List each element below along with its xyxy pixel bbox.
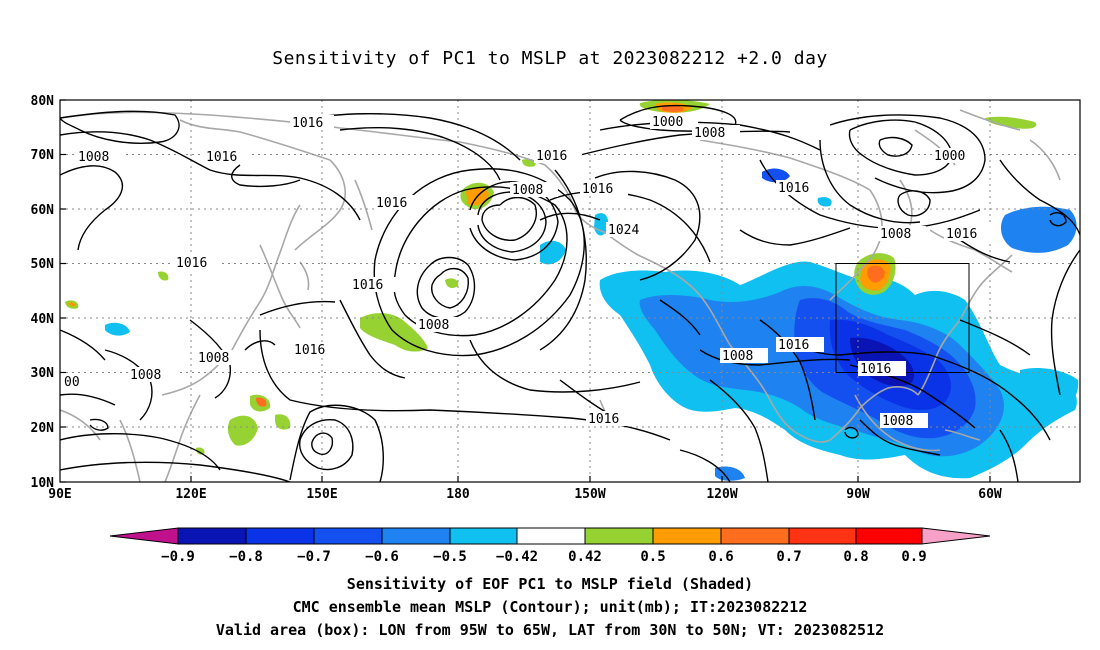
lon-label-180: 180 [446,487,470,502]
lon-label-60w: 60W [978,487,1002,502]
lon-label-90w: 90W [846,487,870,502]
contour-label: 1016 [176,256,207,271]
colorbar-segment [788,527,857,545]
lon-label-120w: 120W [706,487,737,502]
colorbar-segment [313,527,383,545]
plot-title: Sensitivity of PC1 to MSLP at 2023082212… [272,48,828,69]
lon-label-90e: 90E [48,487,71,502]
colorbar-label: −0.42 [496,549,538,565]
contour-label: 1016 [778,181,809,196]
caption-valid-area: Valid area (box): LON from 95W to 65W, L… [215,621,885,639]
caption-shaded: Sensitivity of EOF PC1 to MSLP field (Sh… [346,575,754,593]
lat-label-50n: 50N [31,257,55,272]
contour-label: 1016 [292,116,323,131]
colorbar-label: 0.7 [776,549,801,565]
colorbar-label: −0.6 [365,549,399,565]
contour-label: 1008 [78,150,109,165]
contour-label: 1024 [608,223,639,238]
longitude-labels: 90E 120E 150E 180 150W 120W 90W 60W [48,487,1002,502]
lat-label-80n: 80N [31,94,55,109]
colorbar-label: −0.7 [297,549,331,565]
contour-label: 1016 [536,149,567,164]
colorbar-segment [584,527,654,545]
colorbar: −0.9 −0.8 −0.7 −0.6 −0.5 −0.42 0.42 0.5 … [109,527,991,565]
colorbar-label: 0.8 [843,549,868,565]
contour-label: 1008 [130,368,161,383]
sensitivity-shading [65,100,1079,481]
colorbar-segment [449,527,518,545]
colorbar-label: 0.9 [901,549,926,565]
colorbar-label: 0.5 [640,549,665,565]
colorbar-segment [652,527,722,545]
mslp-contours [60,104,1080,482]
latitude-labels: 80N 70N 60N 50N 40N 30N 20N 10N [31,94,55,491]
contour-label: 1008 [198,351,229,366]
colorbar-label: 0.6 [708,549,733,565]
lat-label-40n: 40N [31,312,55,327]
lat-label-20n: 20N [31,421,55,436]
lon-label-150e: 150E [306,487,337,502]
lon-label-120e: 120E [175,487,206,502]
contour-label-group: 1016 1008 1016 1016 1016 1016 1008 1016 … [64,115,978,429]
contour-label: 1008 [882,414,913,429]
contour-label: 00 [64,375,80,390]
map-frame [59,99,1081,483]
colorbar-segment [245,527,315,545]
contour-label: 1016 [206,150,237,165]
colorbar-segment [516,527,586,545]
contour-label: 1016 [582,182,613,197]
caption-contour: CMC ensemble mean MSLP (Contour); unit(m… [292,598,808,616]
colorbar-label: −0.9 [161,549,195,565]
colorbar-label: −0.8 [229,549,263,565]
lat-label-10n: 10N [31,476,55,491]
colorbar-label: −0.5 [433,549,467,565]
colorbar-left-arrow [109,527,179,545]
contour-label: 1000 [934,149,965,164]
contour-label: 1016 [352,278,383,293]
colorbar-label: 0.42 [568,549,602,565]
colorbar-segment [855,527,923,545]
contour-label: 1016 [588,412,619,427]
contour-label: 1008 [512,183,543,198]
contour-label: 1016 [778,338,809,353]
lat-label-70n: 70N [31,148,55,163]
contour-label: 1016 [376,196,407,211]
contour-label: 1008 [694,126,725,141]
lat-label-30n: 30N [31,366,55,381]
contour-label: 1000 [652,115,683,130]
contour-label: 1016 [294,343,325,358]
contour-label: 1016 [946,227,977,242]
contour-label: 1016 [860,362,891,377]
colorbar-segment [381,527,451,545]
colorbar-segment [720,527,790,545]
colorbar-segment [177,527,247,545]
contour-label: 1008 [722,349,753,364]
contour-label: 1008 [880,227,911,242]
lon-label-150w: 150W [574,487,605,502]
contour-label: 1008 [418,318,449,333]
axis-ticks [60,99,991,483]
lat-label-60n: 60N [31,203,55,218]
colorbar-right-arrow [921,527,991,545]
